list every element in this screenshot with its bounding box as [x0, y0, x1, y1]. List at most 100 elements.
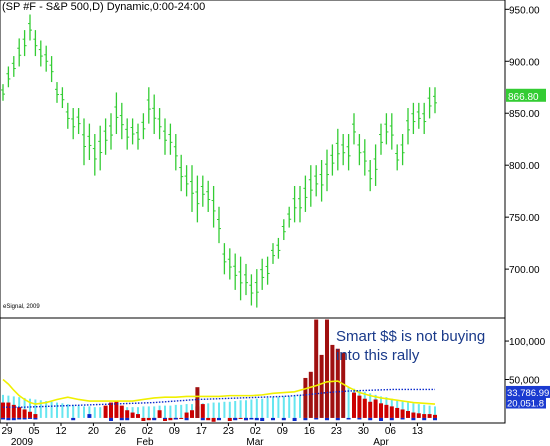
volume-bar [303, 417, 308, 421]
volume-value-label-2: 20,051.8 [507, 399, 544, 410]
x-tick-label: 30 [358, 426, 370, 437]
chart-header: (SP #F - S&P 500,D) Dynamic,0:00-24:00 [2, 1, 206, 13]
x-month-label: Apr [373, 437, 389, 446]
x-tick-label: 20 [88, 426, 100, 437]
volume-yellow-line [2, 378, 436, 405]
volume-bar [293, 395, 296, 418]
volume-bar [71, 417, 76, 421]
volume-bar [238, 417, 243, 419]
volume-bar [244, 417, 248, 421]
volume-bar [169, 405, 172, 418]
volume-bar [249, 417, 254, 420]
volume-bar [282, 396, 285, 418]
volume-bar [11, 404, 16, 418]
volume-bar [434, 406, 436, 418]
volume-bar [184, 412, 189, 418]
volume-bar [147, 406, 150, 418]
volume-bar [389, 406, 394, 418]
volume-bar [428, 405, 431, 418]
volume-bar [299, 395, 301, 418]
volume-bar [109, 417, 113, 421]
volume-bar [266, 397, 269, 418]
volume-bar [411, 417, 416, 421]
date-x-axis: 29 05 12 20 26 02 09 17 23 02 09 16 23 30 06 13 2009 Feb M… [1, 423, 423, 446]
volume-bar [153, 406, 156, 418]
volume-bar [6, 402, 11, 418]
x-month-label: 2009 [11, 437, 34, 446]
last-price-label: 866.80 [508, 92, 539, 103]
volume-bar [211, 417, 216, 422]
volume-bar [93, 407, 96, 418]
volume-bar [195, 387, 200, 418]
x-tick-label: 13 [412, 426, 424, 437]
volume-bar [422, 417, 427, 421]
volume-bar [136, 414, 140, 418]
volume-bar [379, 417, 383, 421]
volume-bar [83, 406, 85, 418]
volume-bar [50, 401, 53, 418]
volume-bar [314, 417, 319, 420]
x-tick-label: 16 [304, 426, 316, 437]
volume-bar [281, 417, 286, 421]
volume-bar [45, 401, 48, 418]
volume-bar [56, 402, 58, 418]
volume-bar [164, 405, 166, 418]
volume-bar [412, 403, 415, 418]
volume-bar [28, 417, 32, 419]
volume-bar [34, 399, 37, 418]
volume-panel-frame [0, 317, 506, 424]
volume-bar [200, 404, 205, 418]
volume-bar [152, 417, 157, 421]
volume-bar [130, 412, 135, 418]
volume-bar [288, 396, 291, 418]
volume-bar [119, 417, 124, 421]
price-y-tick-label: 750.00 [509, 213, 540, 224]
volume-bar [157, 410, 162, 418]
volume-bar [400, 417, 405, 420]
volume-bar [88, 406, 91, 418]
last-price-box [506, 88, 546, 102]
volume-bar [1, 402, 5, 418]
volume-bar [173, 417, 178, 420]
volume-panel-border [0, 317, 506, 424]
volume-bar [352, 392, 356, 418]
volume-bar [142, 406, 145, 418]
esignal-credit: eSignal, 2009 [3, 304, 40, 310]
price-bars [1, 14, 437, 308]
volume-bar [11, 417, 16, 421]
price-y-tick-label: 950.00 [509, 5, 540, 16]
volume-bar [228, 401, 231, 418]
volume-bar [341, 352, 346, 418]
annotation-text: Smart $$ is not buying into this rally [336, 328, 486, 364]
volume-bar [417, 404, 420, 418]
volume-bar [277, 397, 280, 418]
volume-bar [184, 417, 189, 421]
volume-bar [207, 403, 210, 418]
volume-lines [2, 378, 436, 408]
volume-bar [190, 410, 194, 418]
price-y-tick-label: 700.00 [509, 265, 540, 276]
volume-bar [234, 401, 237, 418]
volume-bar [407, 402, 409, 418]
volume-bar [39, 400, 42, 418]
volume-bar [29, 398, 31, 418]
x-tick-label: 09 [169, 426, 181, 437]
volume-y-tick-label: 100,000 [509, 337, 546, 348]
volume-bar [6, 417, 11, 421]
volume-bar [125, 417, 130, 421]
volume-bar [185, 404, 188, 418]
x-tick-label: 09 [277, 426, 289, 437]
volume-value-label-1: 33,786.99 [507, 388, 549, 399]
volume-bar [168, 417, 173, 421]
volume-bar [272, 397, 274, 418]
volume-bar [114, 401, 119, 418]
x-tick-label: 12 [55, 426, 67, 437]
price-panel-frame [0, 0, 506, 319]
x-tick-label: 06 [385, 426, 397, 437]
volume-bar [411, 412, 416, 418]
volume-bar [314, 319, 319, 418]
volume-bar [245, 400, 247, 418]
volume-bar [125, 410, 130, 418]
x-tick-label: 26 [115, 426, 127, 437]
